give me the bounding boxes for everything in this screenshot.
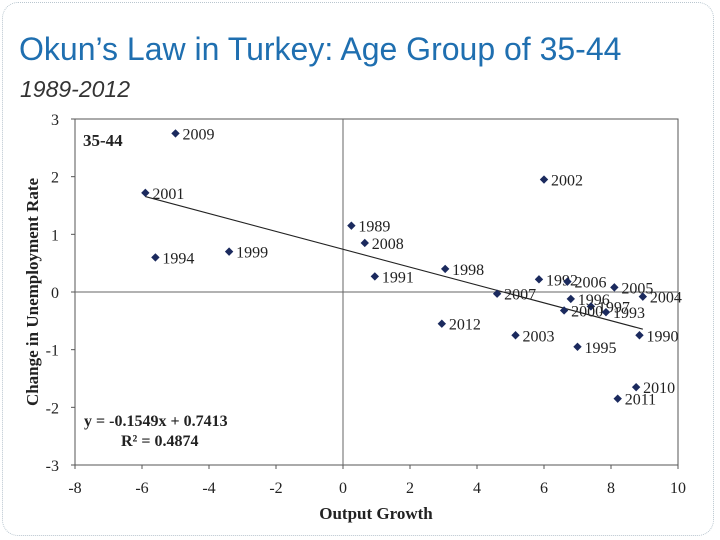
group-label: 35-44	[83, 131, 123, 150]
data-point-label: 2005	[621, 280, 653, 297]
data-point-marker	[563, 277, 572, 286]
data-point-label: 2009	[183, 126, 215, 143]
data-point-label: 2006	[574, 275, 606, 292]
x-tick-label: -2	[269, 480, 282, 497]
data-point-marker	[539, 175, 549, 184]
data-point-label: 1990	[646, 328, 678, 345]
data-point-marker	[151, 253, 160, 262]
slide-subtitle: 1989-2012	[20, 76, 130, 102]
y-tick-label: 1	[51, 227, 59, 244]
y-tick-label: 3	[51, 112, 59, 129]
data-point-label: 1989	[358, 219, 390, 236]
data-point-marker	[440, 264, 450, 274]
y-tick-label: -1	[46, 343, 59, 360]
x-tick-label: 4	[473, 480, 481, 497]
r-squared-label: R² = 0.4874	[121, 433, 198, 450]
data-point-label: 1995	[585, 340, 617, 357]
x-axis-ticks: -8 -6 -4 -2 0 2 4 6 8 10	[68, 465, 686, 497]
data-point-label: 1994	[162, 250, 194, 267]
data-point-label: 1993	[613, 305, 645, 322]
data-point-marker	[141, 188, 150, 198]
data-point-marker	[638, 292, 648, 301]
data-point-label: 2000	[571, 303, 603, 320]
data-point-marker	[610, 283, 619, 292]
data-point-label: 2002	[551, 173, 583, 190]
y-axis-title: Change in Unemployment Rate	[23, 178, 42, 407]
trendline-equation: y = -0.1549x + 0.7413	[84, 413, 228, 430]
x-tick-label: -8	[68, 480, 81, 497]
data-point-marker	[171, 129, 180, 138]
data-point-label: 2012	[449, 317, 481, 334]
data-point-marker	[370, 272, 380, 281]
data-point-label: 2011	[625, 392, 656, 409]
y-tick-label: 0	[51, 285, 59, 302]
data-point-marker	[511, 331, 520, 340]
data-point-marker	[559, 306, 569, 315]
x-tick-label: -6	[135, 480, 148, 497]
data-point-label: 2003	[523, 328, 555, 345]
data-point-marker	[437, 319, 447, 328]
slide-frame	[2, 2, 714, 536]
slide-title: Okun’s Law in Turkey: Age Group of 35-44	[19, 31, 622, 67]
data-point-label: 1998	[452, 262, 484, 279]
data-point-marker	[586, 302, 596, 311]
data-point-label: 2008	[372, 236, 404, 253]
data-point-marker	[573, 342, 582, 351]
data-point-label: 2004	[650, 290, 682, 307]
data-point-marker	[347, 221, 356, 230]
data-point-label: 2010	[643, 380, 675, 397]
x-tick-label: 8	[607, 480, 615, 497]
data-point-marker	[635, 331, 644, 340]
trendline	[145, 196, 643, 330]
x-tick-label: 2	[406, 480, 414, 497]
data-point-marker	[601, 307, 611, 317]
x-axis-title: Output Growth	[319, 504, 433, 523]
data-point-label: 1991	[382, 269, 414, 286]
data-point-label: 1999	[236, 245, 268, 262]
data-point-label: 1992	[546, 272, 578, 289]
data-point-marker	[224, 247, 234, 256]
x-tick-label: 0	[339, 480, 347, 497]
x-tick-label: 10	[670, 480, 686, 497]
data-point-label: 2001	[152, 186, 184, 203]
data-point-marker	[631, 382, 641, 392]
y-tick-label: -3	[46, 458, 59, 475]
y-tick-label: 2	[51, 170, 59, 187]
data-point-marker	[613, 394, 622, 403]
data-point-label: 1996	[578, 292, 610, 309]
data-point-marker	[492, 289, 502, 298]
data-point-marker	[566, 294, 575, 304]
x-tick-label: 6	[540, 480, 548, 497]
data-point-marker	[360, 238, 369, 248]
data-point-marker	[534, 275, 544, 284]
x-tick-label: -4	[202, 480, 215, 497]
data-point-label: 2007	[504, 287, 536, 304]
trendline-group	[145, 196, 643, 330]
y-axis-ticks: -3 -2 -1 0 1 2 3	[46, 112, 75, 475]
y-tick-label: -2	[46, 400, 59, 417]
